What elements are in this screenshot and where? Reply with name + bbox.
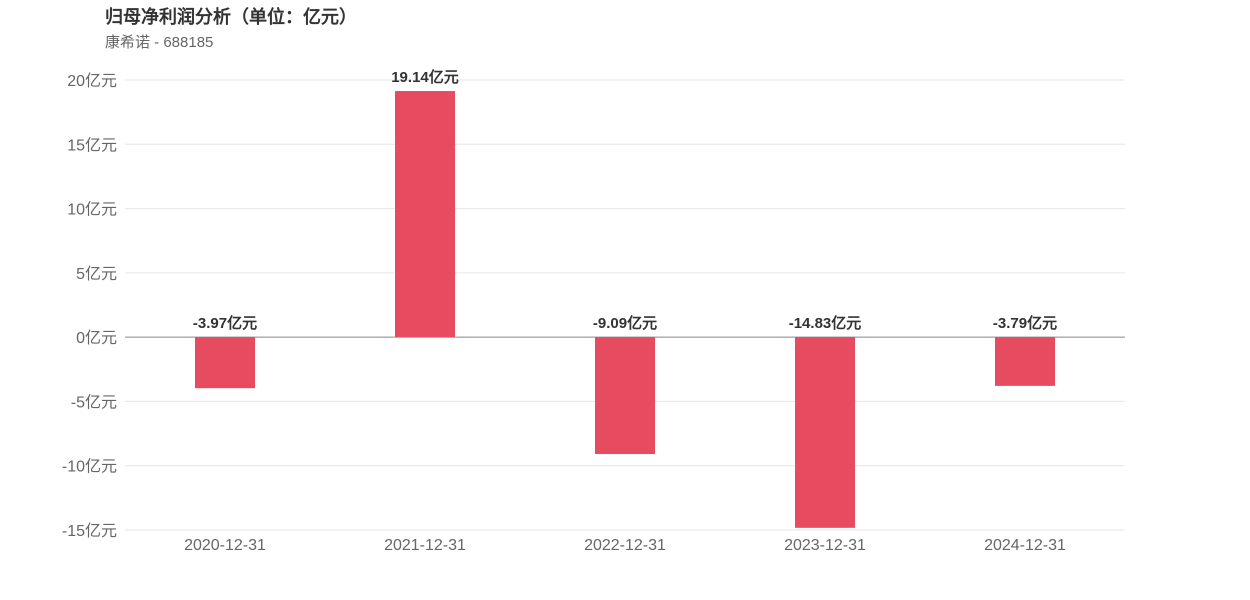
x-tick-label: 2024-12-31 [984, 537, 1066, 554]
y-tick-label: -5亿元 [71, 393, 117, 411]
data-label: -9.09亿元 [593, 314, 657, 332]
bar [195, 337, 255, 389]
bar [395, 91, 455, 338]
chart-title: 归母净利润分析（单位：亿元） [105, 7, 357, 27]
bar [595, 337, 655, 455]
data-label: -3.79亿元 [993, 314, 1057, 332]
y-tick-label: -15亿元 [62, 522, 117, 540]
data-label: 19.14亿元 [391, 68, 459, 86]
x-tick-label: 2020-12-31 [184, 537, 266, 554]
bar [995, 337, 1055, 386]
y-tick-label: 10亿元 [67, 201, 117, 219]
data-label: -3.97亿元 [193, 314, 257, 332]
chart-subtitle: 康希诺 - 688185 [105, 34, 214, 51]
y-tick-label: 5亿元 [76, 265, 117, 283]
y-tick-label: 15亿元 [67, 136, 117, 154]
x-tick-label: 2023-12-31 [784, 537, 866, 554]
bar [795, 337, 855, 528]
data-label: -14.83亿元 [789, 314, 862, 332]
y-tick-label: 0亿元 [76, 329, 117, 347]
y-tick-label: 20亿元 [67, 72, 117, 90]
y-tick-label: -10亿元 [62, 458, 117, 476]
x-tick-label: 2021-12-31 [384, 537, 466, 554]
x-tick-label: 2022-12-31 [584, 537, 666, 554]
